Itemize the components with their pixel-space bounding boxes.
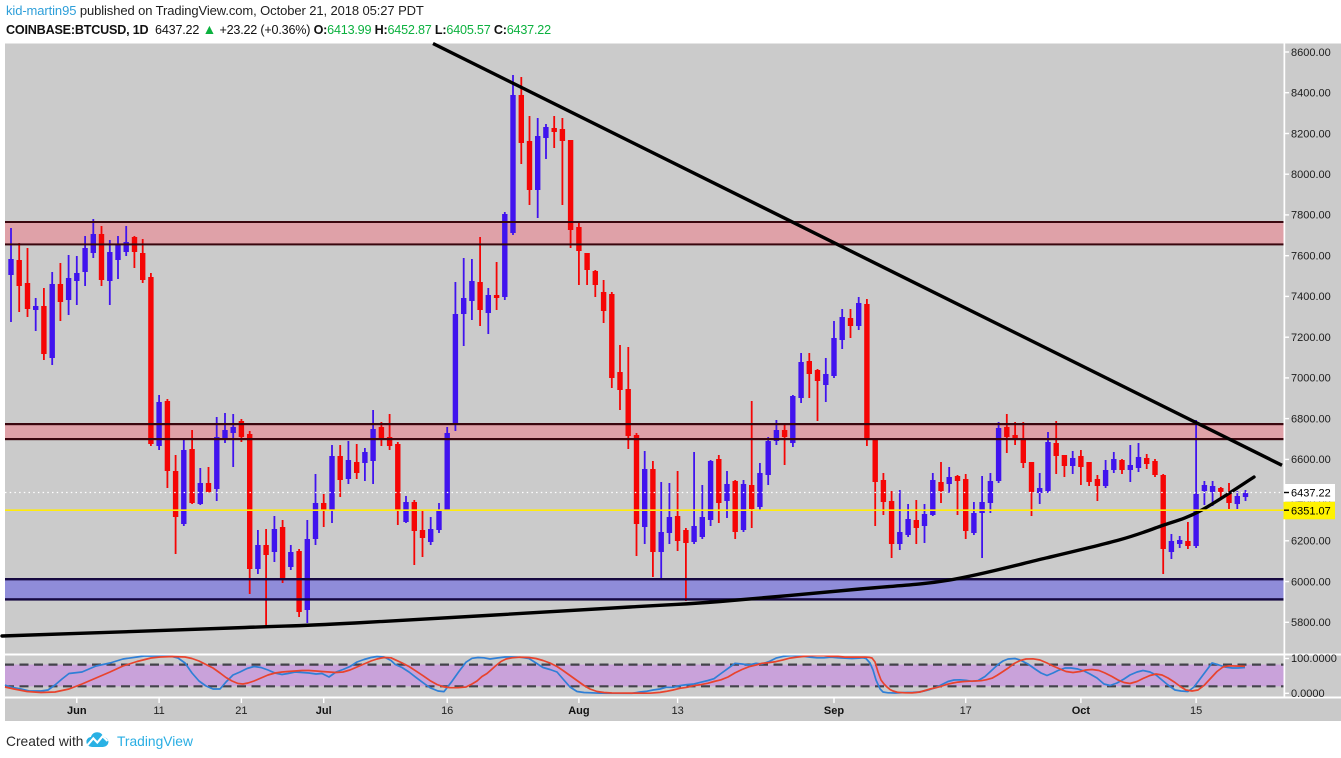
svg-text:11: 11 bbox=[153, 705, 164, 717]
svg-text:7800.00: 7800.00 bbox=[1291, 210, 1331, 222]
svg-text:6437.22: 6437.22 bbox=[1291, 488, 1331, 500]
svg-text:16: 16 bbox=[441, 705, 453, 717]
svg-text:21: 21 bbox=[235, 705, 247, 717]
svg-text:7600.00: 7600.00 bbox=[1291, 251, 1331, 263]
svg-text:Jun: Jun bbox=[67, 705, 87, 717]
svg-text:17: 17 bbox=[960, 705, 972, 717]
svg-text:Sep: Sep bbox=[824, 705, 844, 717]
svg-text:6600.00: 6600.00 bbox=[1291, 454, 1331, 466]
svg-text:8400.00: 8400.00 bbox=[1291, 88, 1331, 100]
svg-text:8000.00: 8000.00 bbox=[1291, 169, 1331, 181]
svg-text:6351.07: 6351.07 bbox=[1291, 505, 1331, 517]
svg-text:15: 15 bbox=[1190, 705, 1202, 717]
svg-text:8600.00: 8600.00 bbox=[1291, 47, 1331, 59]
svg-text:6800.00: 6800.00 bbox=[1291, 413, 1331, 425]
svg-text:Jul: Jul bbox=[316, 705, 332, 717]
svg-text:6000.00: 6000.00 bbox=[1291, 576, 1331, 588]
svg-text:Oct: Oct bbox=[1072, 705, 1091, 717]
svg-text:6200.00: 6200.00 bbox=[1291, 536, 1331, 548]
svg-text:8200.00: 8200.00 bbox=[1291, 128, 1331, 140]
svg-text:0.0000: 0.0000 bbox=[1291, 688, 1325, 700]
svg-text:13: 13 bbox=[671, 705, 683, 717]
svg-text:5800.00: 5800.00 bbox=[1291, 617, 1331, 629]
svg-text:7200.00: 7200.00 bbox=[1291, 332, 1331, 344]
svg-text:7000.00: 7000.00 bbox=[1291, 373, 1331, 385]
svg-text:7400.00: 7400.00 bbox=[1291, 291, 1331, 303]
svg-text:100.0000: 100.0000 bbox=[1291, 653, 1337, 665]
svg-text:Aug: Aug bbox=[568, 705, 589, 717]
